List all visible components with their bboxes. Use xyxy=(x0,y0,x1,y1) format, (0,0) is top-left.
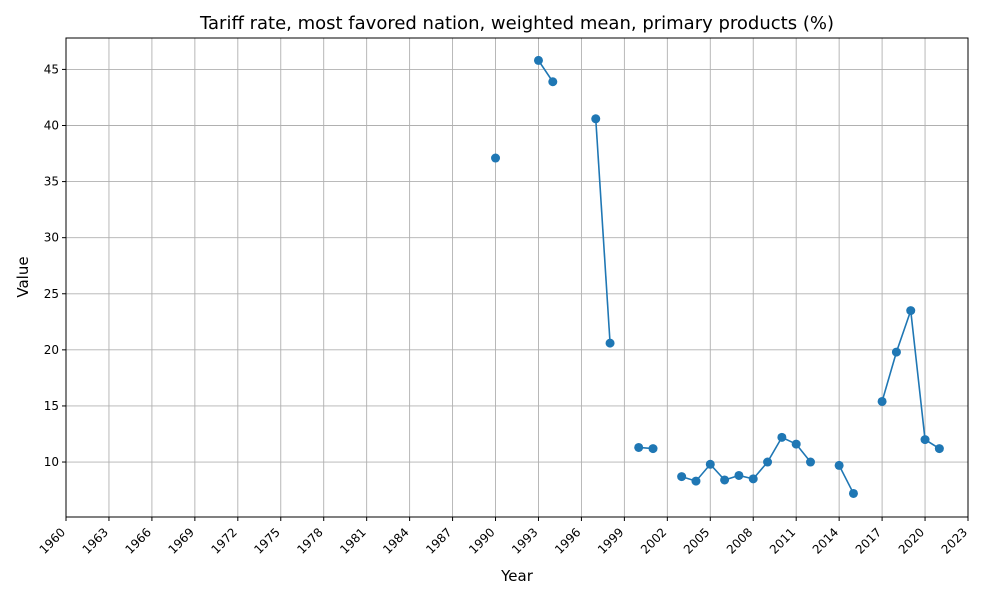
data-point xyxy=(848,488,858,498)
data-point xyxy=(720,475,730,485)
data-point xyxy=(734,470,744,480)
y-axis-label: Value xyxy=(14,256,32,297)
data-point xyxy=(934,444,944,454)
data-point xyxy=(691,476,701,486)
data-point xyxy=(548,77,558,87)
y-tick-label: 30 xyxy=(44,231,59,245)
data-point xyxy=(791,439,801,449)
data-point xyxy=(877,396,887,406)
data-point xyxy=(891,347,901,357)
y-tick-label: 40 xyxy=(44,118,59,132)
data-point xyxy=(763,457,773,467)
x-axis-label: Year xyxy=(500,567,534,585)
data-point xyxy=(834,460,844,470)
grid xyxy=(65,38,969,517)
data-point xyxy=(677,472,687,482)
data-point xyxy=(648,444,658,454)
data-point xyxy=(491,153,501,163)
data-point xyxy=(906,306,916,316)
series-line-segment xyxy=(838,465,855,494)
y-tick-label: 20 xyxy=(44,343,59,357)
data-point xyxy=(705,459,715,469)
data-point xyxy=(920,435,930,445)
series xyxy=(491,55,944,498)
y-tick-label: 35 xyxy=(44,175,59,189)
data-point xyxy=(777,432,787,442)
data-point xyxy=(634,442,644,452)
data-point xyxy=(605,338,615,348)
data-point xyxy=(806,457,816,467)
series-line-segment xyxy=(594,118,611,344)
y-tick-label: 25 xyxy=(44,287,59,301)
data-point xyxy=(748,474,758,484)
y-tick-label: 45 xyxy=(44,62,59,76)
series-line-segment xyxy=(681,436,812,483)
data-point xyxy=(533,55,543,65)
chart-title: Tariff rate, most favored nation, weight… xyxy=(199,13,834,34)
y-tick-label: 15 xyxy=(44,399,59,413)
y-tick-label: 10 xyxy=(44,455,59,469)
data-point xyxy=(591,114,601,124)
plot-frame xyxy=(65,37,969,518)
y-axis-ticks: 10 15 20 25 30 35 40 45 xyxy=(44,62,66,469)
